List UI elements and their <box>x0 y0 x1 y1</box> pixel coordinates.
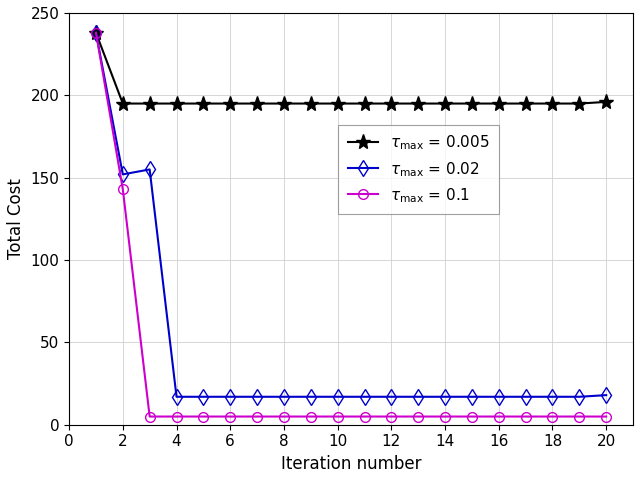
$\tau_{\max}$ = 0.1 <box>227 414 234 420</box>
$\tau_{\max}$ = 0.1 <box>441 414 449 420</box>
$\tau_{\max}$ = 0.1 <box>495 414 502 420</box>
$\tau_{\max}$ = 0.005 <box>280 101 288 107</box>
$\tau_{\max}$ = 0.02 <box>575 394 583 400</box>
$\tau_{\max}$ = 0.02 <box>361 394 369 400</box>
$\tau_{\max}$ = 0.1 <box>361 414 369 420</box>
$\tau_{\max}$ = 0.005 <box>253 101 261 107</box>
$\tau_{\max}$ = 0.005 <box>468 101 476 107</box>
$\tau_{\max}$ = 0.1 <box>119 186 127 192</box>
$\tau_{\max}$ = 0.1 <box>522 414 529 420</box>
$\tau_{\max}$ = 0.02 <box>307 394 315 400</box>
$\tau_{\max}$ = 0.02 <box>92 30 100 36</box>
$\tau_{\max}$ = 0.005 <box>146 101 154 107</box>
$\tau_{\max}$ = 0.02 <box>173 394 180 400</box>
$\tau_{\max}$ = 0.005 <box>173 101 180 107</box>
$\tau_{\max}$ = 0.1 <box>173 414 180 420</box>
$\tau_{\max}$ = 0.005 <box>441 101 449 107</box>
$\tau_{\max}$ = 0.005 <box>200 101 207 107</box>
$\tau_{\max}$ = 0.02 <box>146 167 154 172</box>
$\tau_{\max}$ = 0.005 <box>307 101 315 107</box>
$\tau_{\max}$ = 0.1 <box>280 414 288 420</box>
Y-axis label: Total Cost: Total Cost <box>7 179 25 259</box>
$\tau_{\max}$ = 0.005 <box>495 101 502 107</box>
$\tau_{\max}$ = 0.005 <box>602 99 610 105</box>
$\tau_{\max}$ = 0.1 <box>253 414 261 420</box>
$\tau_{\max}$ = 0.1 <box>307 414 315 420</box>
$\tau_{\max}$ = 0.005 <box>361 101 369 107</box>
$\tau_{\max}$ = 0.1 <box>334 414 342 420</box>
$\tau_{\max}$ = 0.02 <box>280 394 288 400</box>
$\tau_{\max}$ = 0.005 <box>522 101 529 107</box>
$\tau_{\max}$ = 0.02 <box>468 394 476 400</box>
Line: $\tau_{\max}$ = 0.1: $\tau_{\max}$ = 0.1 <box>91 28 611 421</box>
$\tau_{\max}$ = 0.1 <box>602 414 610 420</box>
$\tau_{\max}$ = 0.1 <box>146 414 154 420</box>
$\tau_{\max}$ = 0.005 <box>119 101 127 107</box>
$\tau_{\max}$ = 0.005 <box>227 101 234 107</box>
$\tau_{\max}$ = 0.02 <box>441 394 449 400</box>
$\tau_{\max}$ = 0.005 <box>575 101 583 107</box>
$\tau_{\max}$ = 0.1 <box>200 414 207 420</box>
$\tau_{\max}$ = 0.005 <box>548 101 556 107</box>
Legend: $\tau_{\rm max}$ = 0.005, $\tau_{\rm max}$ = 0.02, $\tau_{\rm max}$ = 0.1: $\tau_{\rm max}$ = 0.005, $\tau_{\rm max… <box>339 125 499 214</box>
$\tau_{\max}$ = 0.02 <box>119 171 127 177</box>
$\tau_{\max}$ = 0.02 <box>602 392 610 398</box>
$\tau_{\max}$ = 0.02 <box>334 394 342 400</box>
Line: $\tau_{\max}$ = 0.005: $\tau_{\max}$ = 0.005 <box>88 25 614 111</box>
$\tau_{\max}$ = 0.1 <box>414 414 422 420</box>
Line: $\tau_{\max}$ = 0.02: $\tau_{\max}$ = 0.02 <box>90 27 612 402</box>
$\tau_{\max}$ = 0.005 <box>387 101 395 107</box>
$\tau_{\max}$ = 0.02 <box>200 394 207 400</box>
$\tau_{\max}$ = 0.02 <box>522 394 529 400</box>
$\tau_{\max}$ = 0.1 <box>387 414 395 420</box>
$\tau_{\max}$ = 0.005 <box>414 101 422 107</box>
$\tau_{\max}$ = 0.02 <box>253 394 261 400</box>
$\tau_{\max}$ = 0.02 <box>227 394 234 400</box>
$\tau_{\max}$ = 0.005 <box>334 101 342 107</box>
$\tau_{\max}$ = 0.1 <box>548 414 556 420</box>
$\tau_{\max}$ = 0.1 <box>468 414 476 420</box>
$\tau_{\max}$ = 0.02 <box>495 394 502 400</box>
$\tau_{\max}$ = 0.005 <box>92 30 100 36</box>
$\tau_{\max}$ = 0.1 <box>92 30 100 36</box>
$\tau_{\max}$ = 0.1 <box>575 414 583 420</box>
$\tau_{\max}$ = 0.02 <box>387 394 395 400</box>
$\tau_{\max}$ = 0.02 <box>414 394 422 400</box>
$\tau_{\max}$ = 0.02 <box>548 394 556 400</box>
X-axis label: Iteration number: Iteration number <box>281 455 421 473</box>
